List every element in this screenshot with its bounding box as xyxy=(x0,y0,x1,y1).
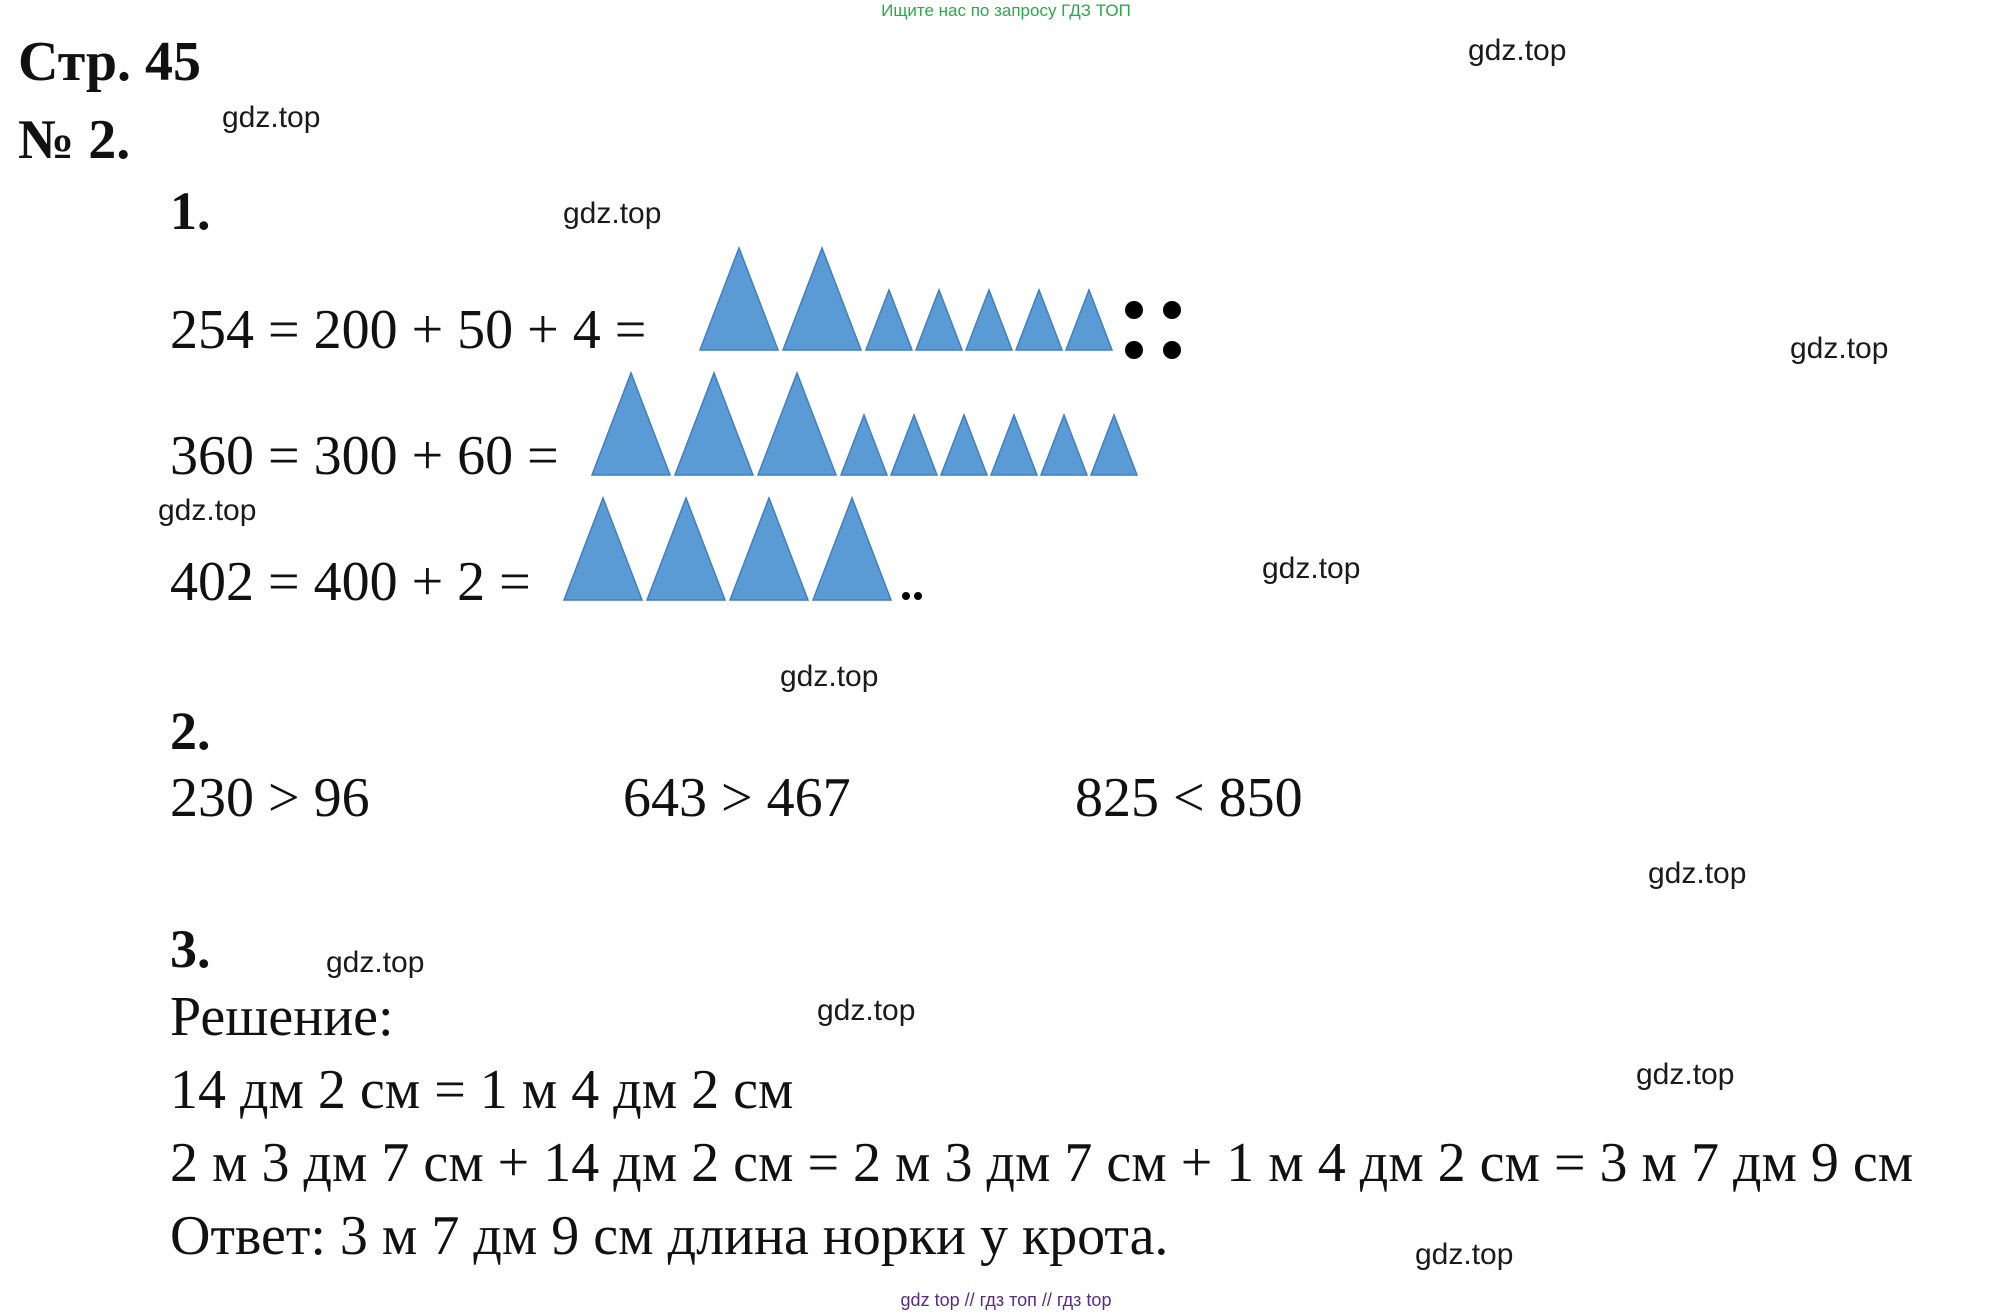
solution-heading: Решение: xyxy=(170,986,394,1048)
solution-line-2: 2 м 3 дм 7 см + 14 дм 2 см = 2 м 3 дм 7 … xyxy=(170,1132,1914,1194)
place-value-row-402 xyxy=(562,495,922,601)
one-dot xyxy=(1163,301,1181,319)
equation-402: 402 = 400 + 2 = xyxy=(170,551,531,613)
comparison-1: 230 > 96 xyxy=(170,767,370,829)
footer-watermark: gdz top // гдз топ // гдз top xyxy=(900,1290,1112,1310)
page-title: Стр. 45 xyxy=(18,31,202,93)
hundred-triangle xyxy=(756,370,838,476)
watermark: gdz.top xyxy=(1648,857,1747,890)
one-dot xyxy=(902,592,910,600)
equation-360: 360 = 300 + 60 = xyxy=(170,425,559,487)
one-dot xyxy=(914,592,922,600)
one-dot xyxy=(1125,341,1143,359)
section-2-number: 2. xyxy=(170,701,211,761)
watermark: gdz.top xyxy=(1636,1058,1735,1091)
ten-triangle xyxy=(939,412,989,476)
one-dot xyxy=(1163,341,1181,359)
hundred-triangle xyxy=(728,495,810,601)
comparison-3: 825 < 850 xyxy=(1075,767,1303,829)
hundred-triangle xyxy=(811,495,893,601)
one-dot xyxy=(1125,301,1143,319)
ten-triangle xyxy=(889,412,939,476)
hundred-triangle xyxy=(562,495,644,601)
section-3-number: 3. xyxy=(170,919,211,979)
watermark: gdz.top xyxy=(780,660,879,693)
watermark: gdz.top xyxy=(1415,1238,1514,1271)
ten-triangle xyxy=(839,412,889,476)
ten-triangle xyxy=(1089,412,1139,476)
watermark: gdz.top xyxy=(158,494,257,527)
watermark: gdz.top xyxy=(1468,34,1567,67)
watermark: gdz.top xyxy=(1262,552,1361,585)
top-search-note: Ищите нас по запросу ГДЗ ТОП xyxy=(881,1,1131,20)
ten-triangle xyxy=(989,412,1039,476)
watermark: gdz.top xyxy=(326,946,425,979)
answer-line: Ответ: 3 м 7 дм 9 см длина норки у крота… xyxy=(170,1205,1169,1267)
ten-triangle xyxy=(914,287,964,351)
hundred-triangle xyxy=(673,370,755,476)
ten-triangle xyxy=(1014,287,1064,351)
solution-line-1: 14 дм 2 см = 1 м 4 дм 2 см xyxy=(170,1059,794,1121)
hundred-triangle xyxy=(781,245,863,351)
equation-254: 254 = 200 + 50 + 4 = xyxy=(170,299,647,361)
ten-triangle xyxy=(964,287,1014,351)
place-value-row-254 xyxy=(698,245,1181,359)
hundred-triangle xyxy=(590,370,672,476)
watermark: gdz.top xyxy=(817,994,916,1027)
task-number: № 2. xyxy=(18,109,131,171)
hundred-triangle xyxy=(645,495,727,601)
ten-triangle xyxy=(1064,287,1114,351)
ten-triangle xyxy=(864,287,914,351)
comparison-2: 643 > 467 xyxy=(623,767,851,829)
hundred-triangle xyxy=(698,245,780,351)
watermark: gdz.top xyxy=(563,197,662,230)
place-value-row-360 xyxy=(590,370,1139,476)
watermark: gdz.top xyxy=(1790,332,1889,365)
section-1-number: 1. xyxy=(170,181,211,241)
ten-triangle xyxy=(1039,412,1089,476)
watermark: gdz.top xyxy=(222,101,321,134)
